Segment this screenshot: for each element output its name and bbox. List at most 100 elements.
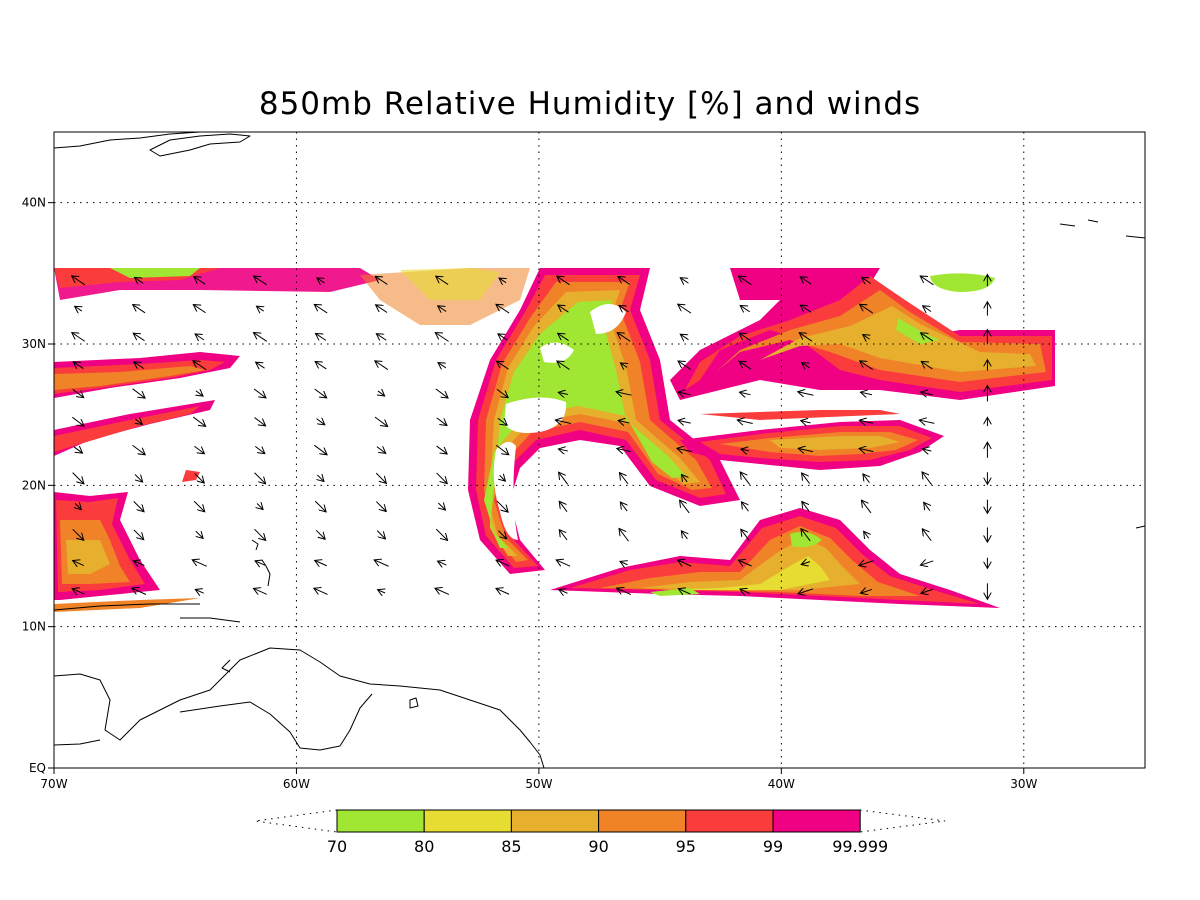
wind-vector-95 bbox=[499, 278, 506, 283]
wind-vector-177 bbox=[921, 333, 934, 342]
wind-vector-23 bbox=[134, 277, 144, 283]
wind-vector-25 bbox=[192, 560, 207, 567]
wind-vector-31 bbox=[196, 391, 203, 396]
colorbar-label: 90 bbox=[588, 837, 608, 856]
colorbar-swatch-2 bbox=[510, 809, 600, 833]
y-axis-ticks: EQ 10N 20N 30N 40N bbox=[22, 196, 54, 775]
y-tick-label: 30N bbox=[22, 337, 46, 351]
wind-vector-133 bbox=[738, 560, 752, 566]
wind-vector-12 bbox=[132, 588, 147, 595]
wind-vector-86 bbox=[498, 530, 506, 539]
wind-vector-148 bbox=[802, 473, 810, 484]
wind-vector-114 bbox=[618, 420, 630, 422]
wind-vector-73 bbox=[437, 561, 447, 565]
wind-vector-138 bbox=[737, 420, 753, 423]
colorbar-swatch-0 bbox=[336, 809, 425, 833]
wind-vector-142 bbox=[740, 305, 751, 311]
wind-vector-125 bbox=[677, 448, 692, 451]
wind-vector-36 bbox=[253, 588, 267, 594]
wind-vector-41 bbox=[254, 446, 265, 453]
wind-vector-11 bbox=[72, 276, 86, 286]
wind-vector-100 bbox=[559, 472, 569, 485]
wind-vector-92 bbox=[497, 361, 509, 370]
colorbar-swatch-3 bbox=[598, 809, 687, 833]
wind-vector-28 bbox=[194, 473, 205, 483]
wind-vector-99 bbox=[559, 501, 568, 513]
wind-vector-164 bbox=[860, 361, 874, 370]
wind-vector-57 bbox=[315, 333, 327, 341]
wind-vector-22 bbox=[133, 305, 146, 314]
wind-vector-135 bbox=[741, 502, 749, 512]
wind-vector-149 bbox=[798, 448, 814, 451]
wind-vector-81 bbox=[435, 332, 449, 342]
wind-vector-129 bbox=[680, 334, 689, 339]
wind-vector-39 bbox=[257, 504, 263, 510]
wind-vector-34 bbox=[193, 305, 206, 314]
wind-vector-70 bbox=[376, 305, 388, 313]
wind-vector-3 bbox=[75, 503, 81, 509]
wind-vector-66 bbox=[374, 416, 388, 427]
wind-vector-155 bbox=[800, 277, 812, 285]
wind-vector-147 bbox=[802, 501, 810, 512]
wind-vector-154 bbox=[800, 305, 812, 313]
wind-vector-106 bbox=[558, 305, 569, 313]
wind-vector-160 bbox=[863, 474, 870, 483]
wind-vector-18 bbox=[135, 419, 142, 424]
colorbar-label: 99.999 bbox=[832, 837, 888, 856]
wind-vector-63 bbox=[375, 501, 386, 512]
wind-vector-9 bbox=[72, 333, 86, 342]
wind-vector-37 bbox=[255, 561, 266, 565]
wind-vector-139 bbox=[739, 392, 751, 394]
wind-vector-128 bbox=[678, 361, 691, 370]
wind-vector-146 bbox=[801, 529, 811, 542]
wind-vector-109 bbox=[620, 561, 628, 564]
wind-vector-19 bbox=[132, 388, 145, 398]
wind-vector-171 bbox=[924, 502, 930, 512]
wind-vector-5 bbox=[73, 447, 83, 453]
y-tick-label: EQ bbox=[29, 761, 46, 775]
wind-vector-123 bbox=[680, 500, 690, 514]
wind-vector-51 bbox=[314, 500, 326, 512]
colorbar-right-extension bbox=[859, 809, 946, 833]
wind-vector-84 bbox=[496, 588, 510, 594]
wind-vector-74 bbox=[435, 528, 447, 540]
wind-vector-93 bbox=[498, 334, 508, 340]
wind-vector-46 bbox=[256, 306, 263, 311]
wind-vector-21 bbox=[133, 333, 145, 342]
wind-vector-78 bbox=[436, 417, 447, 426]
colorbar-label: 95 bbox=[676, 837, 696, 856]
wind-vector-71 bbox=[375, 276, 388, 285]
colorbar-label: 99 bbox=[763, 837, 783, 856]
wind-vector-126 bbox=[678, 420, 691, 423]
wind-vector-127 bbox=[678, 392, 691, 395]
wind-vector-112 bbox=[619, 473, 629, 485]
wind-vector-97 bbox=[556, 560, 571, 567]
wind-vector-56 bbox=[315, 361, 327, 370]
wind-vector-58 bbox=[314, 304, 328, 314]
wind-vector-94 bbox=[496, 304, 510, 314]
wind-vector-152 bbox=[802, 363, 810, 368]
wind-vector-168 bbox=[921, 589, 933, 593]
wind-vector-98 bbox=[559, 530, 568, 541]
wind-vector-104 bbox=[557, 361, 570, 370]
wind-vector-33 bbox=[195, 334, 205, 340]
plot-frame bbox=[53, 131, 1146, 769]
wind-vector-35 bbox=[194, 277, 206, 285]
wind-vector-162 bbox=[859, 420, 874, 423]
wind-vector-91 bbox=[496, 388, 508, 397]
wind-vector-82 bbox=[438, 306, 447, 312]
wind-vector-29 bbox=[194, 445, 204, 453]
wind-vector-113 bbox=[617, 448, 631, 451]
wind-vector-64 bbox=[375, 472, 386, 483]
wind-vector-121 bbox=[677, 560, 692, 567]
wind-vector-50 bbox=[315, 529, 325, 539]
wind-vector-108 bbox=[617, 588, 632, 595]
wind-vector-179 bbox=[920, 276, 934, 286]
wind-vector-32 bbox=[193, 361, 207, 371]
wind-vector-132 bbox=[740, 589, 751, 593]
wind-vector-61 bbox=[374, 560, 389, 567]
wind-vector-118 bbox=[619, 305, 629, 311]
y-tick-label: 40N bbox=[22, 196, 46, 210]
humidity-field bbox=[54, 268, 1055, 612]
wind-vector-53 bbox=[313, 444, 327, 455]
